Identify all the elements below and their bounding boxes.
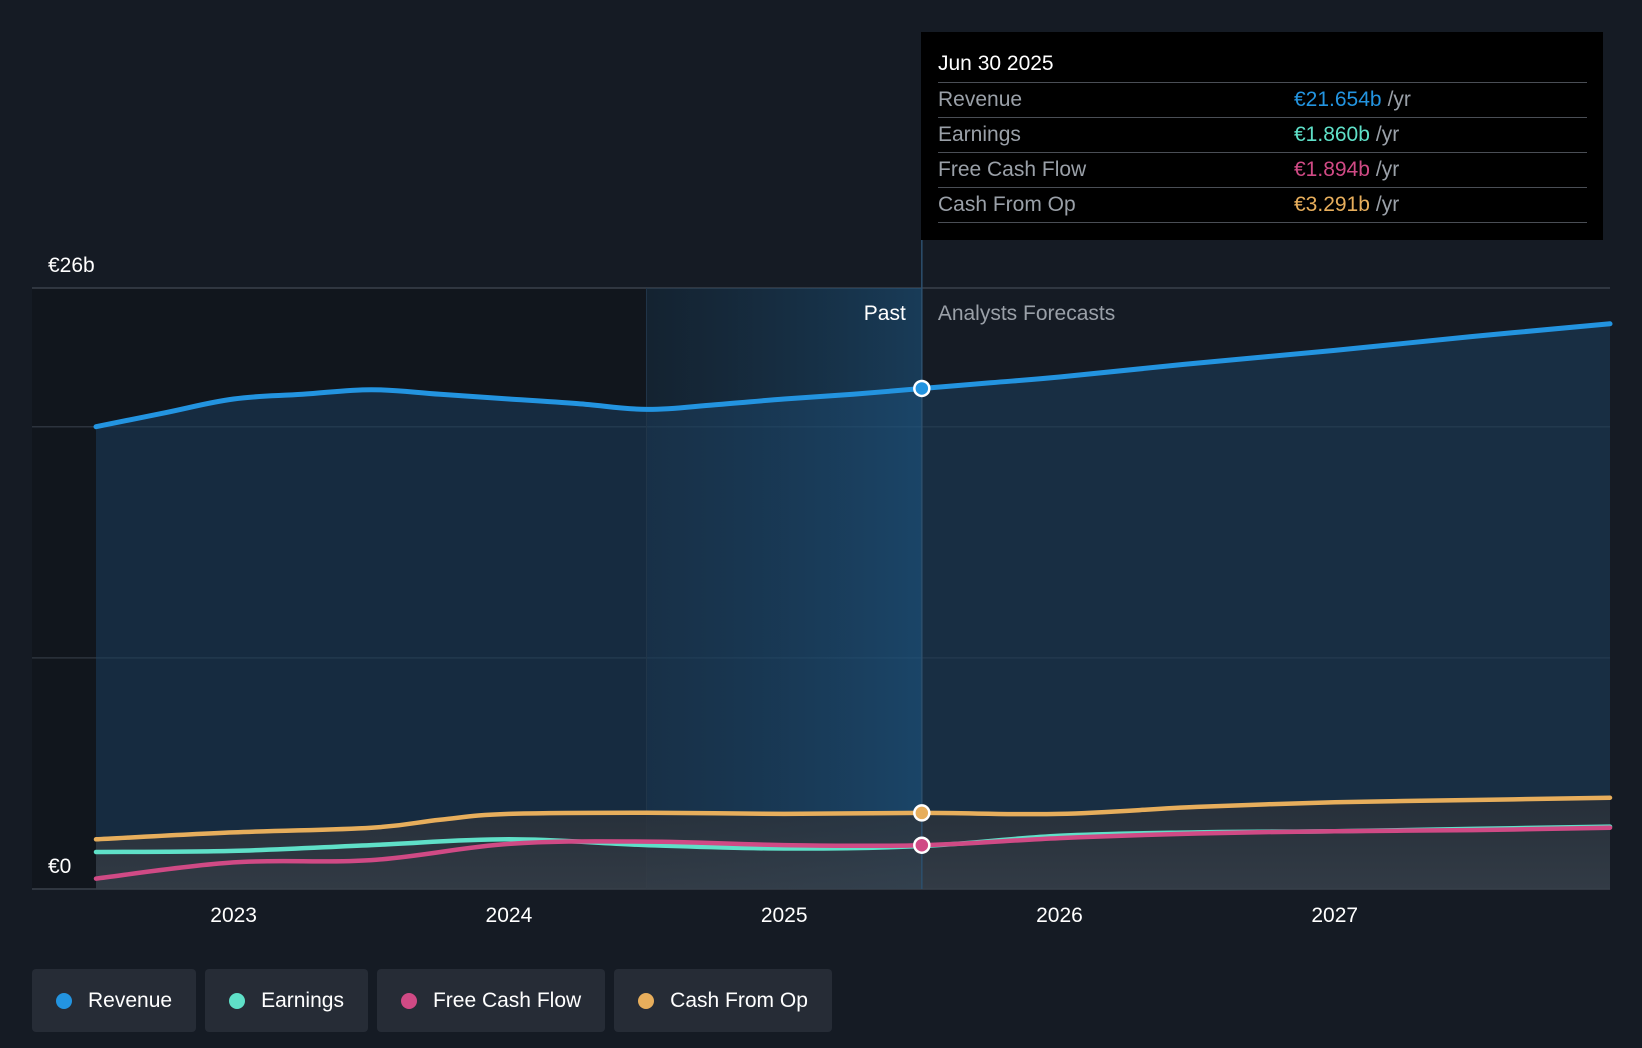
legend-dot-icon: [229, 992, 246, 1009]
legend-dot-icon: [56, 992, 72, 1009]
cash-from-op-line: [93, 795, 1613, 842]
past-highlight-band: [646, 288, 922, 889]
x-tick-label: 2025: [761, 904, 808, 927]
revenue-marker: [913, 379, 931, 398]
legend-dot-icon: [400, 992, 417, 1009]
legend-item-revenue[interactable]: Revenue: [32, 969, 197, 1032]
tooltip-unit-earnings: /yr: [1375, 123, 1400, 146]
legend-dot-icon: [638, 992, 655, 1009]
legend-label-cash-from-op: Cash From Op: [670, 988, 808, 1012]
tooltip-label-cash-from-op: Cash From Op: [938, 193, 1076, 216]
tooltip-value-earnings: €1.860b: [1294, 123, 1370, 146]
free-cash-flow-line: [93, 825, 1613, 881]
x-tick-label: 2027: [1311, 904, 1358, 927]
tooltip-row-cash-from-op: Cash From Op €3.291b /yr: [938, 188, 1587, 223]
y-axis-min-label: €0: [48, 855, 71, 878]
cash-from-op-area: [96, 797, 1610, 889]
tooltip-value-revenue: €21.654b: [1294, 88, 1382, 111]
tooltip-row-revenue: Revenue €21.654b /yr: [938, 83, 1587, 118]
tooltip-row-earnings: Earnings €1.860b /yr: [938, 118, 1587, 153]
y-axis-max-label: €26b: [48, 254, 95, 277]
tooltip-unit-free-cash-flow: /yr: [1375, 158, 1400, 181]
tooltip-value-cash-from-op: €3.291b: [1294, 193, 1370, 216]
tooltip-panel: Jun 30 2025 Revenue €21.654b /yr Earning…: [921, 32, 1603, 240]
free-cash-flow-marker: [913, 836, 931, 854]
legend-item-free-cash-flow[interactable]: Free Cash Flow: [376, 969, 606, 1032]
x-tick-label: 2026: [1036, 904, 1083, 927]
legend: Revenue Earnings Free Cash Flow Cash Fro…: [32, 969, 832, 1032]
legend-label-earnings: Earnings: [261, 988, 344, 1012]
x-tick-label: 2023: [210, 904, 257, 927]
tooltip-label-revenue: Revenue: [938, 88, 1023, 111]
tooltip-row-free-cash-flow: Free Cash Flow €1.894b /yr: [938, 153, 1587, 188]
legend-label-free-cash-flow: Free Cash Flow: [432, 988, 582, 1012]
tooltip-label-free-cash-flow: Free Cash Flow: [938, 158, 1087, 181]
tooltip-label-earnings: Earnings: [938, 123, 1021, 146]
forecast-label: Analysts Forecasts: [938, 302, 1115, 325]
legend-item-earnings[interactable]: Earnings: [205, 969, 368, 1032]
tooltip-unit-revenue: /yr: [1387, 88, 1411, 111]
legend-item-cash-from-op[interactable]: Cash From Op: [614, 969, 832, 1032]
tooltip-date: Jun 30 2025: [938, 46, 1587, 83]
tooltip-value-free-cash-flow: €1.894b: [1294, 158, 1370, 181]
legend-label-revenue: Revenue: [88, 988, 173, 1012]
revenue-line: [93, 321, 1613, 430]
x-tick-label: 2024: [486, 904, 533, 927]
past-label: Past: [864, 302, 906, 325]
tooltip-unit-cash-from-op: /yr: [1375, 193, 1400, 216]
cash-from-op-marker: [913, 804, 931, 822]
